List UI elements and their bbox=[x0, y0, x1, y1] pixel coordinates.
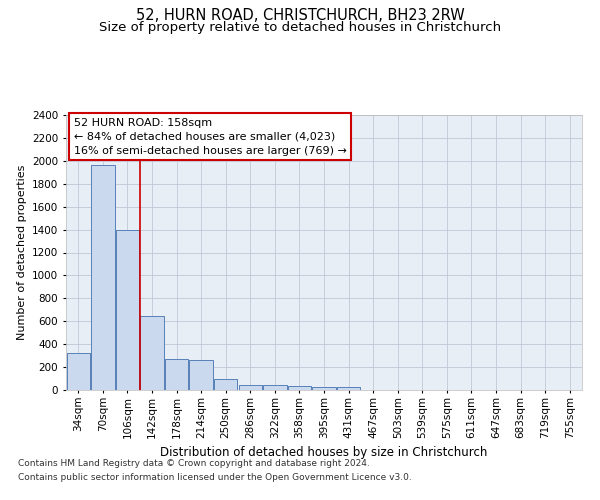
Bar bbox=[67, 354, 90, 390]
Bar bbox=[313, 387, 335, 390]
Text: Contains public sector information licensed under the Open Government Licence v3: Contains public sector information licen… bbox=[18, 474, 412, 482]
Bar bbox=[116, 230, 139, 390]
Text: 52, HURN ROAD, CHRISTCHURCH, BH23 2RW: 52, HURN ROAD, CHRISTCHURCH, BH23 2RW bbox=[136, 8, 464, 22]
Text: Size of property relative to detached houses in Christchurch: Size of property relative to detached ho… bbox=[99, 21, 501, 34]
Bar bbox=[288, 386, 311, 390]
Y-axis label: Number of detached properties: Number of detached properties bbox=[17, 165, 26, 340]
Bar bbox=[165, 359, 188, 390]
Bar bbox=[214, 378, 238, 390]
Bar bbox=[190, 360, 213, 390]
Bar bbox=[239, 384, 262, 390]
Bar bbox=[263, 385, 287, 390]
Text: Contains HM Land Registry data © Crown copyright and database right 2024.: Contains HM Land Registry data © Crown c… bbox=[18, 458, 370, 468]
Text: 52 HURN ROAD: 158sqm
← 84% of detached houses are smaller (4,023)
16% of semi-de: 52 HURN ROAD: 158sqm ← 84% of detached h… bbox=[74, 118, 347, 156]
Bar bbox=[337, 388, 360, 390]
Bar bbox=[91, 166, 115, 390]
Bar bbox=[140, 316, 164, 390]
X-axis label: Distribution of detached houses by size in Christchurch: Distribution of detached houses by size … bbox=[160, 446, 488, 459]
